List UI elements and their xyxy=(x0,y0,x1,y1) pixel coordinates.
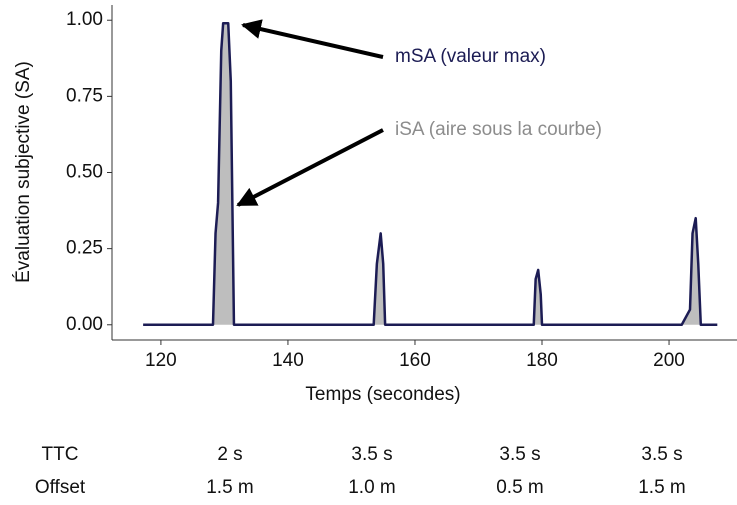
y-axis-label: Évaluation subjective (SA) xyxy=(13,61,34,283)
table-row-header: Offset xyxy=(35,477,86,498)
annotation: iSA (aire sous la courbe) xyxy=(395,119,602,140)
table-cell: 1.5 m xyxy=(206,477,254,498)
table-cell: 0.5 m xyxy=(496,477,544,498)
y-tick-label: 0.50 xyxy=(66,162,103,183)
y-tick-label: 0.00 xyxy=(66,314,103,335)
table-cell: 2 s xyxy=(217,444,242,465)
x-tick-label: 140 xyxy=(272,350,304,371)
x-tick-label: 200 xyxy=(653,350,685,371)
y-tick-label: 0.25 xyxy=(66,238,103,259)
y-tick-label: 1.00 xyxy=(66,9,103,30)
table-cell: 3.5 s xyxy=(641,444,682,465)
x-tick-label: 180 xyxy=(526,350,558,371)
annotation-arrow xyxy=(236,128,384,207)
x-tick-label: 120 xyxy=(145,350,177,371)
table-row-header: TTC xyxy=(42,444,79,465)
line xyxy=(143,22,718,327)
table-cell: 1.0 m xyxy=(348,477,396,498)
table-cell: 1.5 m xyxy=(638,477,686,498)
annotation-arrow xyxy=(241,19,384,59)
table-cell: 3.5 s xyxy=(351,444,392,465)
table-cell: 3.5 s xyxy=(499,444,540,465)
x-tick-label: 160 xyxy=(399,350,431,371)
y-tick-label: 0.75 xyxy=(66,85,103,106)
annotation: mSA (valeur max) xyxy=(395,46,546,67)
x-axis-label: Temps (secondes) xyxy=(305,384,460,405)
